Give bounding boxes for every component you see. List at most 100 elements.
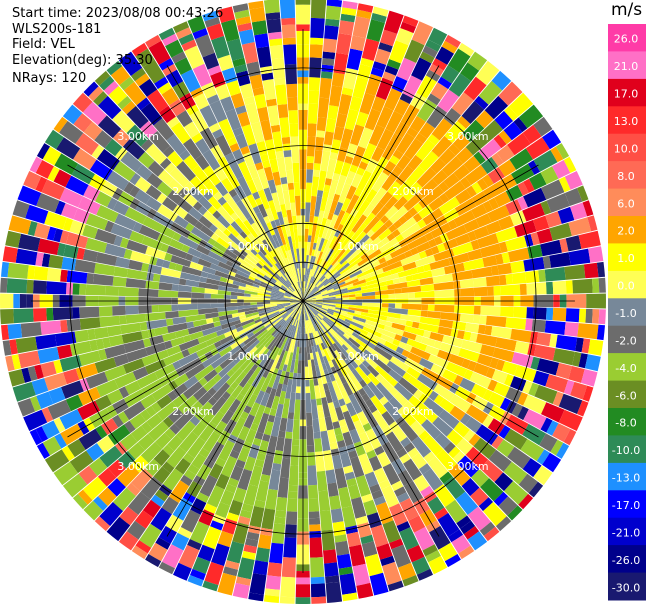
range-gate [372,61,387,72]
range-gate [173,215,189,229]
range-gate [219,316,240,326]
range-gate [308,222,314,236]
range-gate [422,408,439,424]
range-gate [110,66,131,86]
range-gate [258,260,265,267]
range-gate [273,313,289,329]
range-gate [545,374,569,393]
range-gate [465,446,489,469]
range-gate [311,345,319,366]
range-gate [258,349,272,369]
range-gate [93,496,108,511]
range-gate [212,210,222,220]
range-gate [66,232,89,249]
range-gate [483,502,507,527]
range-gate [234,9,250,20]
range-gate [199,105,218,128]
range-gate [126,239,148,254]
range-gate [427,93,441,106]
range-gate [266,98,277,107]
range-gate [282,438,292,459]
range-gate [216,237,230,249]
range-gate [411,321,420,329]
range-gate [149,130,171,153]
range-gate [307,123,317,137]
range-gate [283,298,303,301]
range-gate [260,119,273,141]
range-gate [308,77,321,91]
range-gate [337,318,351,327]
range-gate [453,375,464,386]
range-gate [310,17,325,39]
range-gate [306,162,314,170]
range-gate [292,301,303,310]
range-gate [13,308,34,324]
range-gate [59,187,83,208]
range-gate [386,316,407,326]
range-gate [475,213,492,228]
range-gate [247,366,262,386]
range-gate [379,237,399,253]
range-gate [308,270,318,290]
range-gate [329,85,343,107]
range-gate [270,124,281,133]
range-gate [66,270,88,284]
range-gate [318,258,323,266]
range-labels: 1.00km1.00km1.00km1.00km2.00km2.00km2.00… [117,130,488,473]
range-gate [118,51,143,76]
range-gate [333,201,344,216]
range-gate [275,383,283,397]
range-gate [2,340,12,356]
range-gate [178,544,200,569]
range-gate [351,369,363,383]
range-gate [307,452,316,466]
range-gate [423,330,432,339]
colorbar-tick-label: -2.0 [615,334,636,347]
range-gate [207,250,228,264]
range-gate [463,369,474,381]
range-gate [401,411,417,427]
range-gate [338,486,352,509]
range-gate [321,529,336,551]
range-gate [338,384,346,393]
range-gate [196,492,210,503]
range-gate [278,289,286,294]
range-gate [149,335,164,346]
range-gate [259,314,267,319]
range-gate [112,276,127,287]
range-gate [211,543,230,567]
range-gate [145,312,166,322]
range-gate [392,278,401,285]
range-gate [422,45,438,58]
range-gate [129,230,145,244]
range-gate [501,361,518,376]
range-gate [340,128,354,150]
range-gate [147,328,156,338]
range-gate [177,303,198,311]
range-gate [89,339,98,352]
range-gate [231,229,240,238]
range-gate [232,57,246,68]
range-gate [262,79,276,101]
range-gate [528,481,544,498]
range-gate [491,152,504,167]
range-gate [441,65,460,84]
range-gate [306,275,311,289]
range-gate [260,392,270,407]
range-gate [274,272,290,288]
range-gate [296,373,301,387]
range-gate [315,288,334,297]
range-gate [365,356,378,369]
range-gate [387,282,408,290]
range-gate [134,176,152,193]
range-gate [268,200,279,221]
range-gate [261,72,274,81]
range-gate [178,309,199,318]
range-gate [253,316,261,322]
range-gate [46,281,67,295]
range-gate [272,131,283,152]
range-gate [197,331,218,344]
range-gate [218,118,235,141]
range-gate [232,280,247,288]
range-gate [281,136,291,145]
